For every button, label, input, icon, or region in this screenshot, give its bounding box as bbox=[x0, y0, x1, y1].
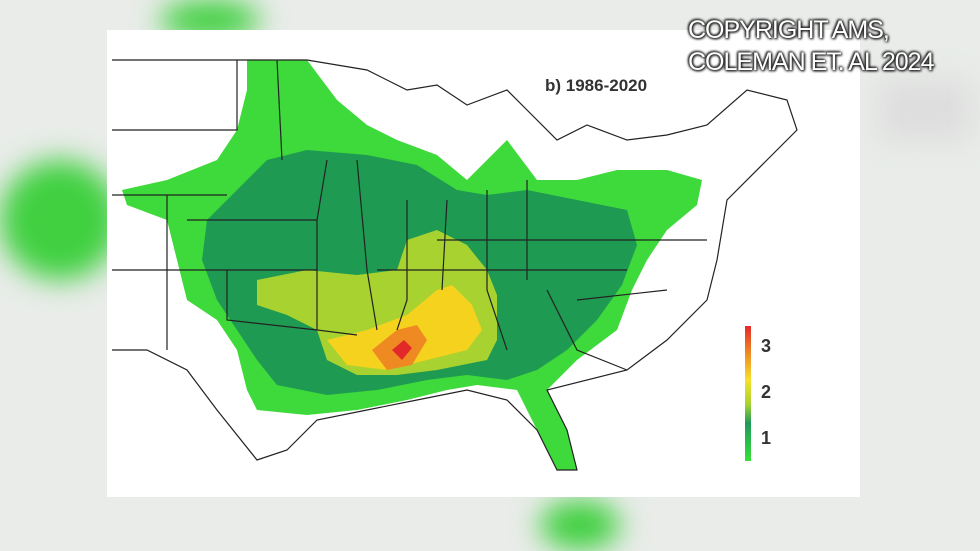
legend-label-3: 3 bbox=[761, 336, 772, 356]
map-title: b) 1986-2020 bbox=[545, 76, 648, 95]
state-boundaries bbox=[112, 59, 798, 471]
map-panel: b) 1986-2020 3 2 1 bbox=[107, 30, 860, 497]
contour-level-3 bbox=[392, 340, 412, 360]
legend-colorbar bbox=[745, 326, 751, 461]
copyright-watermark: COPYRIGHT AMS, COLEMAN ET. AL 2024 bbox=[688, 14, 934, 78]
watermark-line-1: COPYRIGHT AMS, bbox=[688, 16, 890, 44]
watermark-line-2: COLEMAN ET. AL 2024 bbox=[688, 48, 934, 76]
legend-label-2: 2 bbox=[761, 382, 772, 402]
tornado-frequency-map bbox=[112, 59, 798, 471]
legend-label-1: 1 bbox=[761, 428, 772, 448]
contour-level-2 bbox=[327, 285, 482, 370]
